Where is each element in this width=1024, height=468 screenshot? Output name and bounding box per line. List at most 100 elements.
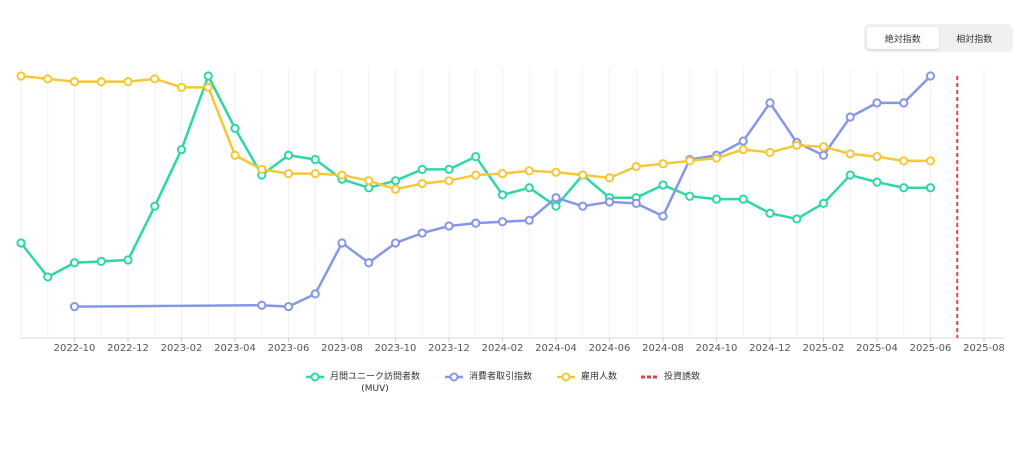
data-point[interactable] xyxy=(337,238,347,248)
data-point[interactable] xyxy=(711,194,722,204)
data-point[interactable] xyxy=(69,302,80,312)
data-point[interactable] xyxy=(738,194,748,204)
data-point[interactable] xyxy=(792,214,802,224)
absolute-index-tab[interactable]: 絶対指数 xyxy=(867,27,939,49)
x-tick-label: 2022-12 xyxy=(107,343,149,354)
data-point[interactable] xyxy=(390,176,401,186)
data-point[interactable] xyxy=(845,149,855,159)
data-point[interactable] xyxy=(123,77,133,87)
data-point[interactable] xyxy=(899,183,909,193)
data-point[interactable] xyxy=(738,136,748,146)
data-point[interactable] xyxy=(685,156,695,166)
data-point[interactable] xyxy=(818,150,829,160)
data-point[interactable] xyxy=(283,302,294,312)
data-point[interactable] xyxy=(685,191,695,201)
data-point[interactable] xyxy=(711,153,722,163)
data-point[interactable] xyxy=(765,98,775,108)
series-lines xyxy=(20,74,959,338)
data-point[interactable] xyxy=(417,228,427,238)
data-point[interactable] xyxy=(551,167,561,177)
data-point[interactable] xyxy=(578,201,588,211)
legend-item-employment[interactable]: 雇用人数 xyxy=(557,371,617,383)
data-point[interactable] xyxy=(845,112,855,122)
data-point[interactable] xyxy=(925,183,936,193)
data-point[interactable] xyxy=(257,300,267,310)
data-point[interactable] xyxy=(792,140,802,150)
data-point[interactable] xyxy=(925,71,936,81)
data-point[interactable] xyxy=(230,123,240,133)
data-point[interactable] xyxy=(872,98,882,108)
data-point[interactable] xyxy=(899,156,909,166)
data-point[interactable] xyxy=(364,258,374,268)
data-point[interactable] xyxy=(497,190,508,200)
data-point[interactable] xyxy=(96,256,106,266)
data-point[interactable] xyxy=(310,154,320,165)
data-point[interactable] xyxy=(283,150,294,160)
data-point[interactable] xyxy=(150,201,160,211)
data-point[interactable] xyxy=(444,221,454,231)
legend-swatch-consumer-icon xyxy=(445,372,463,382)
data-point[interactable] xyxy=(899,98,909,108)
data-point[interactable] xyxy=(310,169,320,179)
data-point[interactable] xyxy=(390,238,401,248)
data-point[interactable] xyxy=(444,164,454,174)
data-point[interactable] xyxy=(631,198,641,208)
data-point[interactable] xyxy=(390,184,401,194)
data-point[interactable] xyxy=(578,170,588,180)
data-point[interactable] xyxy=(524,166,534,176)
data-point[interactable] xyxy=(738,144,748,155)
data-point[interactable] xyxy=(69,258,80,268)
data-point[interactable] xyxy=(845,170,855,180)
data-point[interactable] xyxy=(337,170,347,180)
data-point[interactable] xyxy=(471,170,481,180)
data-point[interactable] xyxy=(96,77,106,87)
data-point[interactable] xyxy=(872,152,882,162)
data-point[interactable] xyxy=(497,217,508,227)
data-point[interactable] xyxy=(364,176,374,186)
data-point[interactable] xyxy=(310,289,320,299)
data-point[interactable] xyxy=(551,201,561,211)
data-point[interactable] xyxy=(123,255,133,265)
data-point[interactable] xyxy=(150,74,160,84)
data-point[interactable] xyxy=(818,142,829,152)
data-point[interactable] xyxy=(230,150,240,160)
data-point[interactable] xyxy=(631,161,641,172)
data-point[interactable] xyxy=(872,177,882,187)
data-point[interactable] xyxy=(497,169,508,179)
data-point[interactable] xyxy=(658,159,668,169)
data-point[interactable] xyxy=(658,211,668,221)
data-point[interactable] xyxy=(417,178,427,189)
data-point[interactable] xyxy=(176,82,187,92)
x-tick-label: 2023-02 xyxy=(161,343,203,354)
x-tick-label: 2025-02 xyxy=(803,343,845,354)
data-point[interactable] xyxy=(16,238,26,248)
legend-item-consumer[interactable]: 消費者取引指数 xyxy=(445,371,532,383)
data-point[interactable] xyxy=(551,193,561,203)
data-point[interactable] xyxy=(471,152,481,162)
data-point[interactable] xyxy=(524,183,534,193)
data-point[interactable] xyxy=(765,147,775,158)
relative-index-tab[interactable]: 相対指数 xyxy=(956,34,993,45)
data-point[interactable] xyxy=(765,208,775,218)
data-point[interactable] xyxy=(925,156,936,166)
data-point[interactable] xyxy=(43,272,53,282)
data-point[interactable] xyxy=(283,169,294,179)
data-point[interactable] xyxy=(203,82,213,92)
data-point[interactable] xyxy=(604,173,615,183)
data-point[interactable] xyxy=(257,164,267,174)
legend-swatch-investment-icon xyxy=(641,375,657,379)
data-point[interactable] xyxy=(43,74,53,84)
data-point[interactable] xyxy=(176,144,187,155)
data-point[interactable] xyxy=(69,77,80,87)
data-point[interactable] xyxy=(16,71,26,81)
data-point[interactable] xyxy=(604,197,615,207)
data-point[interactable] xyxy=(818,198,829,208)
data-point[interactable] xyxy=(471,218,481,228)
data-point[interactable] xyxy=(658,180,668,190)
data-point[interactable] xyxy=(417,164,427,174)
legend-item-muv[interactable]: 月間ユニーク訪問者数 (MUV) xyxy=(306,371,420,395)
legend-item-investment[interactable]: 投資誘致 xyxy=(640,371,700,383)
data-point[interactable] xyxy=(203,71,213,81)
data-point[interactable] xyxy=(524,215,534,225)
data-point[interactable] xyxy=(444,176,454,186)
